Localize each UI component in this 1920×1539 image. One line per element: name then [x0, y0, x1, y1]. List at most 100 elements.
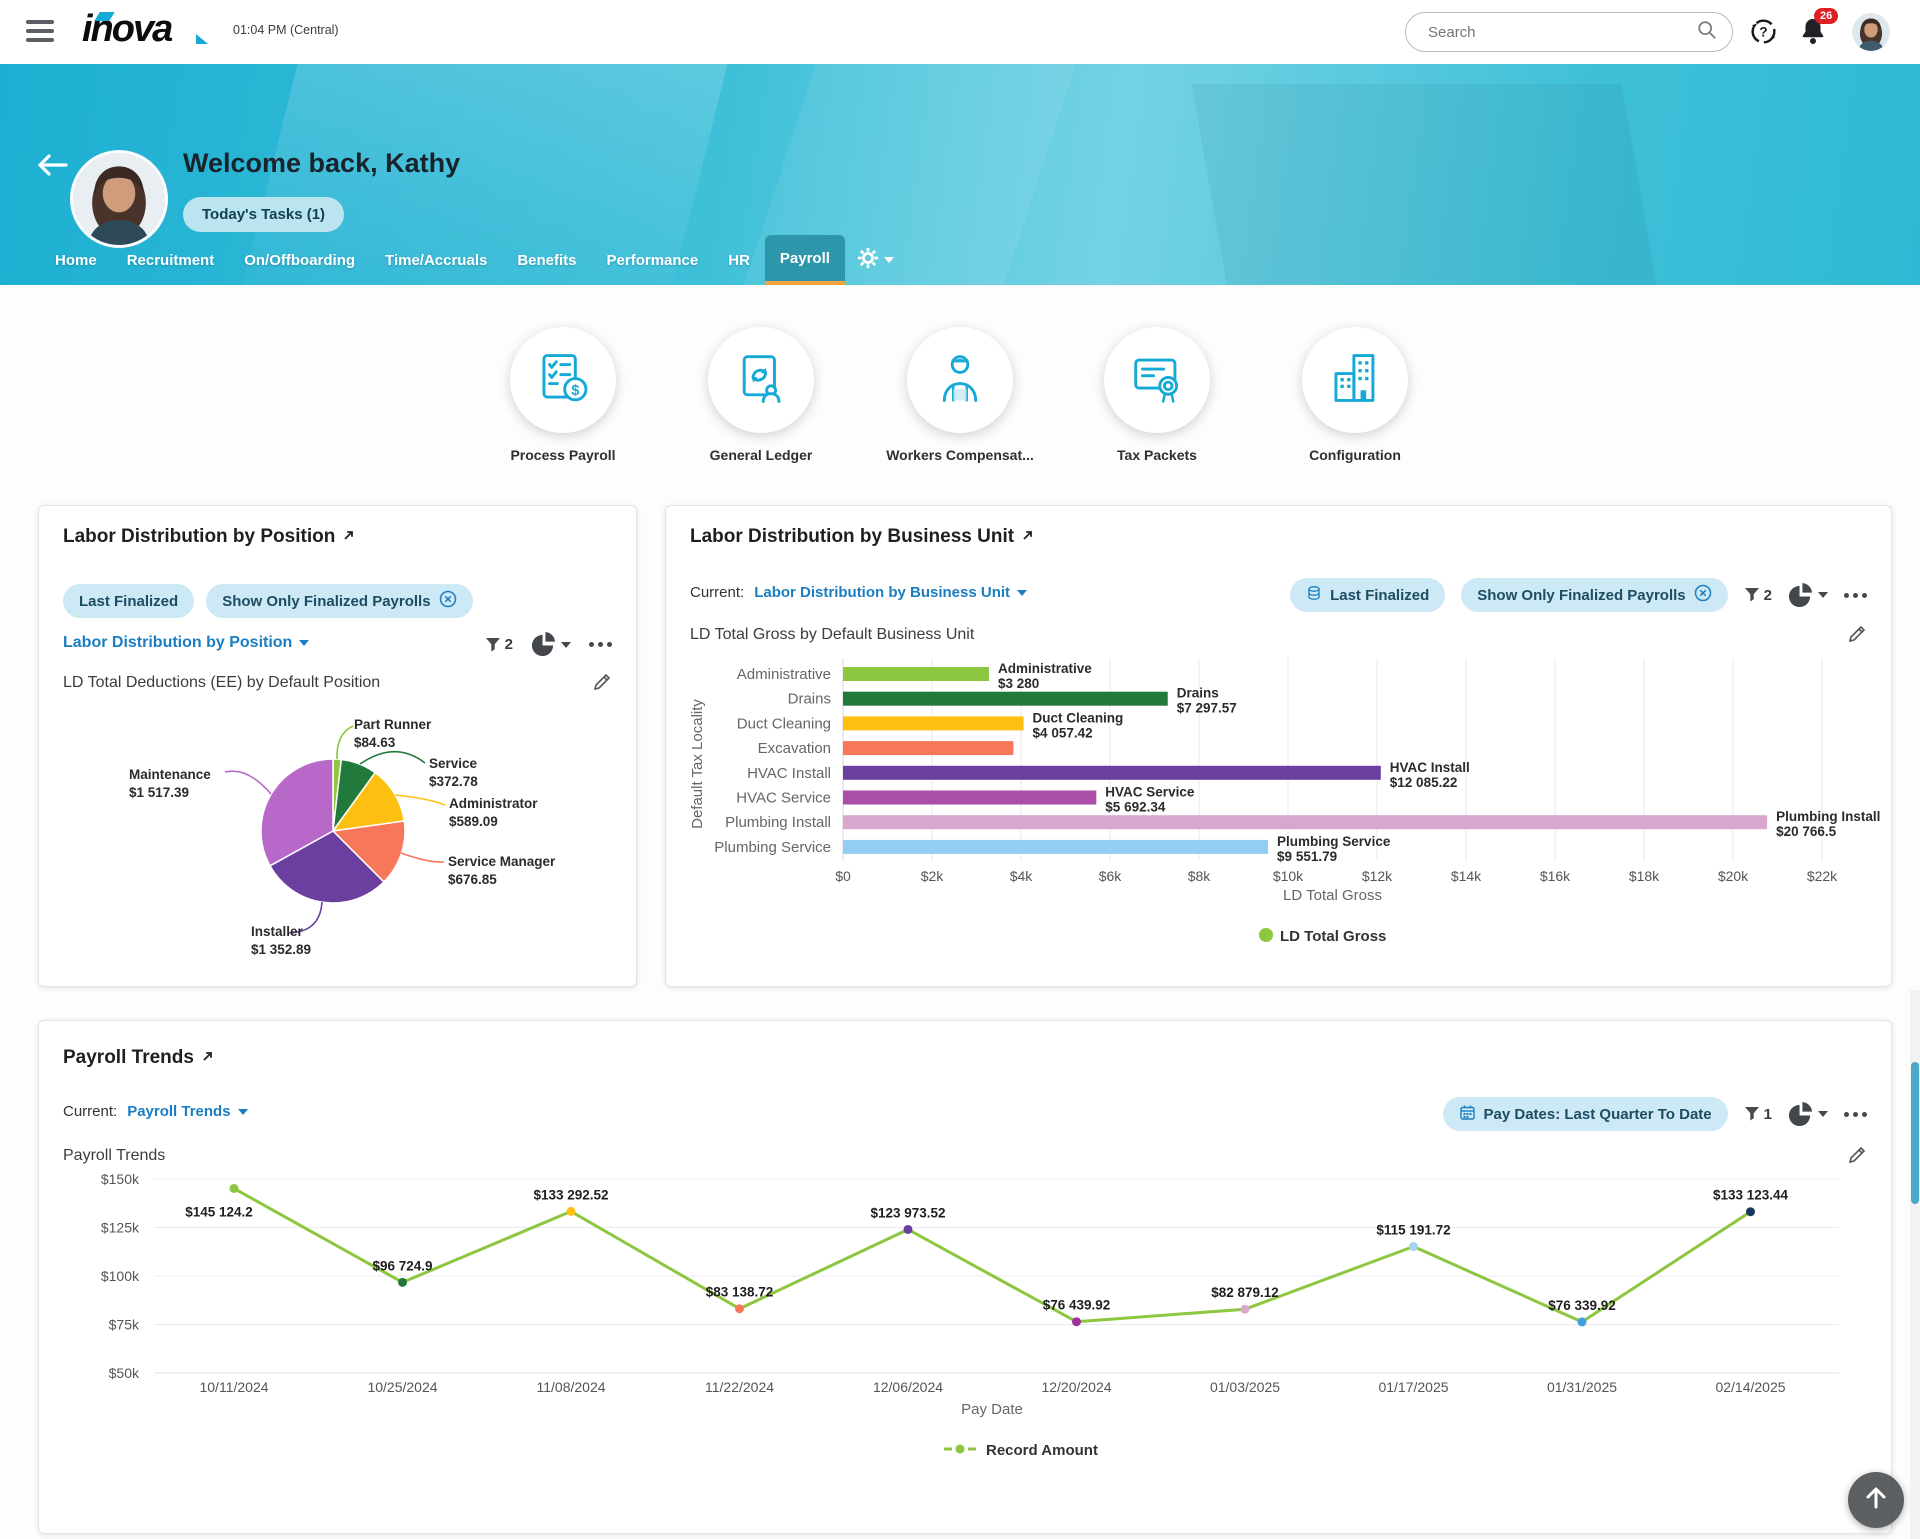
scrollbar-thumb[interactable] [1911, 1062, 1919, 1204]
svg-text:$9 551.79: $9 551.79 [1277, 849, 1337, 864]
tab-payroll[interactable]: Payroll [764, 235, 845, 285]
svg-text:$14k: $14k [1451, 868, 1482, 884]
svg-text:$16k: $16k [1540, 868, 1571, 884]
svg-text:$7 297.57: $7 297.57 [1177, 701, 1237, 716]
external-link-icon[interactable] [201, 1047, 214, 1069]
svg-text:01/03/2025: 01/03/2025 [1210, 1379, 1280, 1395]
shortcut-label: Tax Packets [1117, 447, 1197, 463]
svg-text:$123 973.52: $123 973.52 [870, 1205, 945, 1220]
report-selector[interactable]: Labor Distribution by Position [63, 634, 310, 652]
tab-home[interactable]: Home [55, 251, 97, 269]
shortcut-label: General Ledger [709, 447, 813, 463]
svg-text:Plumbing Service: Plumbing Service [714, 839, 831, 856]
nav-settings-button[interactable] [845, 235, 906, 285]
chart-type-button[interactable] [1788, 1101, 1828, 1127]
svg-text:Plumbing Service: Plumbing Service [1277, 834, 1391, 849]
edit-chart-button[interactable] [1847, 1145, 1867, 1170]
svg-text:$115 191.72: $115 191.72 [1376, 1223, 1450, 1238]
workers-compensation-icon [932, 350, 988, 411]
scroll-to-top-button[interactable] [1848, 1472, 1904, 1528]
top-bar: inova 01:04 PM (Central) ? 26 [0, 0, 1920, 64]
clock-text: 01:04 PM (Central) [233, 23, 339, 37]
notification-badge: 26 [1814, 8, 1839, 24]
svg-text:$75k: $75k [109, 1317, 140, 1333]
svg-text:Duct Cleaning: Duct Cleaning [1033, 710, 1124, 725]
card-labor-distribution-by-business-unit: Labor Distribution by Business Unit Curr… [665, 505, 1892, 987]
edit-chart-button[interactable] [1847, 624, 1867, 649]
filter-button[interactable]: 2 [485, 636, 513, 653]
svg-text:$150k: $150k [101, 1171, 140, 1187]
edit-chart-button[interactable] [592, 672, 612, 697]
chart-type-button[interactable] [531, 632, 571, 657]
remove-chip-icon[interactable] [439, 590, 457, 612]
filter-chip-show-only-finalized[interactable]: Show Only Finalized Payrolls [1461, 578, 1728, 612]
svg-text:$133 123.44: $133 123.44 [1713, 1188, 1789, 1203]
filter-chip-last-finalized[interactable]: Last Finalized [1290, 578, 1446, 612]
svg-text:$20k: $20k [1718, 868, 1749, 884]
svg-text:$83 138.72: $83 138.72 [706, 1285, 774, 1300]
current-label: Current: [690, 584, 745, 601]
search-input[interactable] [1426, 22, 1696, 42]
search-icon[interactable] [1696, 19, 1718, 46]
svg-text:$50k: $50k [109, 1365, 140, 1381]
scrollbar-track[interactable] [1910, 990, 1920, 1539]
payroll-trends-line-chart: $150k $125k $100k $75k $50k $145 124.2 10/11/2… [101, 1171, 1839, 1459]
tab-recruitment[interactable]: Recruitment [126, 251, 215, 269]
chevron-down-icon [561, 641, 571, 648]
back-button[interactable] [36, 152, 68, 183]
arrow-up-icon [1862, 1484, 1890, 1517]
report-selector[interactable]: Labor Distribution by Business Unit [754, 584, 1028, 601]
svg-text:$676.85: $676.85 [448, 872, 497, 887]
svg-text:$1 517.39: $1 517.39 [129, 785, 189, 800]
notifications-button[interactable]: 26 [1798, 8, 1839, 53]
tab-time-accruals[interactable]: Time/Accruals [385, 251, 488, 269]
filter-button[interactable]: 1 [1744, 1106, 1772, 1123]
svg-text:$4k: $4k [1010, 868, 1034, 884]
svg-text:$76 439.92: $76 439.92 [1043, 1298, 1111, 1313]
todays-tasks-button[interactable]: Today's Tasks (1) [183, 197, 345, 232]
shortcut-tax-packets[interactable]: Tax Packets [1072, 327, 1242, 463]
svg-text:$100k: $100k [101, 1268, 140, 1284]
svg-text:HVAC Install: HVAC Install [1390, 760, 1470, 775]
external-link-icon[interactable] [1021, 526, 1034, 548]
user-avatar-small[interactable] [1852, 13, 1890, 51]
shortcut-process-payroll[interactable]: $ Process Payroll [478, 327, 648, 463]
shortcut-configuration[interactable]: Configuration [1270, 327, 1440, 463]
more-options-button[interactable] [1844, 592, 1867, 598]
svg-text:$4 057.42: $4 057.42 [1033, 725, 1093, 740]
svg-text:Plumbing Install: Plumbing Install [1776, 809, 1880, 824]
svg-text:?: ? [1759, 25, 1767, 40]
user-avatar-large[interactable] [70, 150, 168, 248]
shortcut-general-ledger[interactable]: General Ledger [676, 327, 846, 463]
filter-button[interactable]: 2 [1744, 587, 1772, 604]
search-box[interactable] [1405, 12, 1733, 52]
filter-chip-show-only-finalized[interactable]: Show Only Finalized Payrolls [206, 584, 473, 618]
chevron-down-icon [1017, 589, 1028, 596]
svg-text:01/17/2025: 01/17/2025 [1378, 1379, 1448, 1395]
more-options-button[interactable] [589, 642, 612, 647]
report-selector[interactable]: Payroll Trends [127, 1103, 248, 1120]
chart-type-button[interactable] [1788, 582, 1828, 608]
filter-chip-last-finalized[interactable]: Last Finalized [63, 584, 195, 618]
tab-on-offboarding[interactable]: On/Offboarding [244, 251, 356, 269]
remove-chip-icon[interactable] [1694, 584, 1712, 606]
filter-chip-pay-dates[interactable]: Pay Dates: Last Quarter To Date [1442, 1097, 1728, 1131]
tab-benefits[interactable]: Benefits [517, 251, 577, 269]
tab-hr[interactable]: HR [728, 251, 750, 269]
external-link-icon[interactable] [342, 526, 355, 548]
help-icon: ? [1748, 19, 1779, 51]
chevron-down-icon [299, 640, 310, 646]
card-payroll-trends: Payroll Trends Current: Payroll Trends P… [38, 1020, 1892, 1534]
tab-performance[interactable]: Performance [606, 251, 699, 269]
svg-text:Service Manager: Service Manager [448, 854, 556, 869]
help-button[interactable]: ? [1748, 16, 1779, 52]
more-options-button[interactable] [1844, 1111, 1867, 1117]
shortcut-workers-compensation[interactable]: Workers Compensat... [875, 327, 1045, 463]
svg-text:Service: Service [429, 756, 478, 771]
svg-text:$76 339.92: $76 339.92 [1548, 1298, 1616, 1313]
current-label: Current: [63, 1103, 118, 1120]
hamburger-menu-icon[interactable] [26, 20, 54, 47]
card-title: Payroll Trends [63, 1047, 194, 1068]
logo-accent-triangle [196, 34, 208, 44]
svg-text:HVAC Service: HVAC Service [736, 790, 831, 807]
